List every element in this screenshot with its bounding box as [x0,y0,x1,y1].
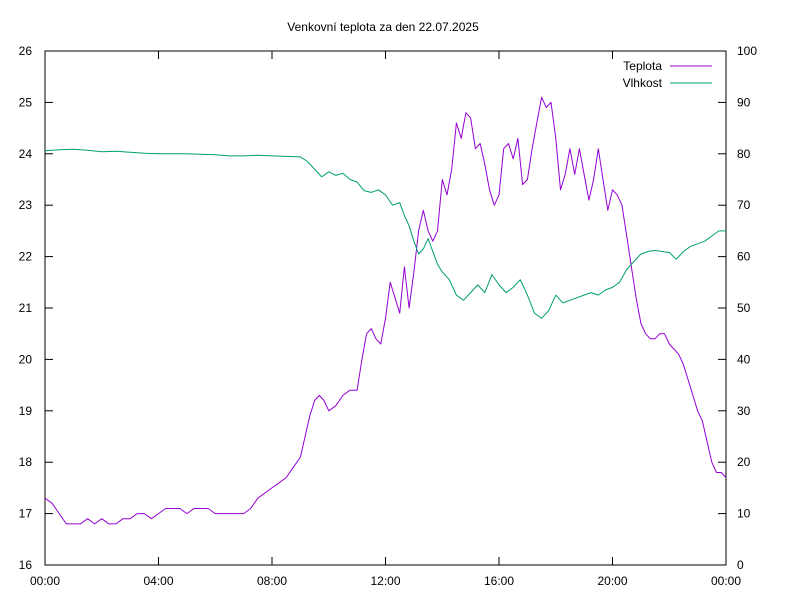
x-axis: 00:00 04:00 08:00 12:00 16:00 20:00 00:00 [30,51,741,588]
y2-tick-label: 80 [737,147,751,161]
y-tick-label: 17 [19,507,33,521]
series-line-vlhkost [44,148,726,319]
y-axis-right: 0 10 20 30 40 50 60 70 80 90 100 [718,44,757,572]
y2-tick-label: 40 [737,352,751,366]
y-tick-label: 25 [19,95,33,109]
y2-tick-label: 0 [737,558,744,572]
y2-tick-label: 70 [737,198,751,212]
x-tick-label: 08:00 [257,574,287,588]
y2-tick-label: 60 [737,250,751,264]
y2-tick-label: 10 [737,507,751,521]
legend-label: Teplota [623,59,662,73]
x-tick-label: 20:00 [597,574,627,588]
y-tick-label: 23 [19,198,33,212]
chart-title: Venkovní teplota za den 22.07.2025 [287,20,479,34]
y2-tick-label: 90 [737,95,751,109]
series-lines [44,96,727,525]
plot-frame [44,50,727,566]
y2-tick-label: 100 [737,44,757,58]
x-tick-label: 00:00 [711,574,741,588]
y-tick-label: 22 [19,250,33,264]
y-tick-label: 16 [19,558,33,572]
x-tick-label: 16:00 [484,574,514,588]
y2-tick-label: 30 [737,404,751,418]
y-axis-left: 16 17 18 19 20 21 22 23 24 25 26 [19,44,53,572]
y2-tick-label: 50 [737,301,751,315]
y-tick-label: 21 [19,301,33,315]
y-tick-label: 18 [19,455,33,469]
y-tick-label: 20 [19,352,33,366]
series-line-teplota [44,96,727,525]
y-tick-label: 26 [19,44,33,58]
x-tick-label: 04:00 [143,574,173,588]
y-tick-label: 24 [19,147,33,161]
legend-label: Vlhkost [623,76,663,90]
x-tick-label: 12:00 [370,574,400,588]
y2-tick-label: 20 [737,455,751,469]
x-tick-label: 00:00 [30,574,60,588]
y-tick-label: 19 [19,404,33,418]
legend: Teplota Vlhkost [623,59,712,90]
